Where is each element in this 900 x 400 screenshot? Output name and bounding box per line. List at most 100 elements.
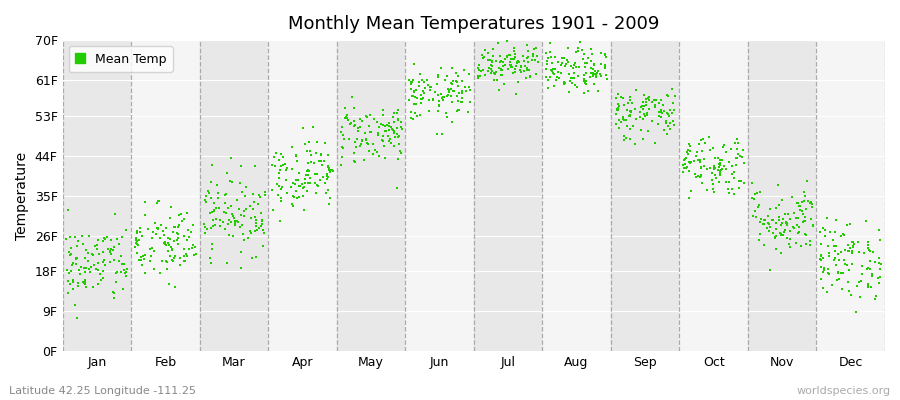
- Point: [410, 113, 425, 120]
- Point: [494, 71, 508, 78]
- Point: [209, 216, 223, 222]
- Point: [182, 246, 196, 252]
- Point: [714, 166, 728, 173]
- Point: [768, 235, 782, 242]
- Point: [248, 228, 262, 235]
- Point: [179, 251, 194, 257]
- Point: [803, 238, 817, 244]
- Bar: [131, 40, 200, 351]
- Point: [232, 206, 247, 212]
- Point: [285, 144, 300, 150]
- Point: [166, 255, 181, 261]
- Point: [436, 97, 450, 104]
- Point: [295, 185, 310, 192]
- Point: [806, 222, 820, 228]
- Point: [148, 248, 162, 254]
- Point: [324, 167, 338, 173]
- Point: [444, 86, 458, 92]
- Point: [815, 255, 830, 262]
- Point: [830, 276, 844, 283]
- Point: [408, 94, 422, 100]
- Point: [584, 70, 598, 76]
- Point: [79, 264, 94, 271]
- Point: [176, 216, 191, 222]
- Point: [582, 74, 597, 80]
- Point: [385, 126, 400, 132]
- Point: [226, 213, 240, 220]
- Point: [77, 269, 92, 276]
- Point: [63, 268, 77, 274]
- Point: [676, 169, 690, 175]
- Point: [627, 140, 642, 147]
- Point: [161, 242, 176, 248]
- Point: [363, 112, 377, 118]
- Point: [148, 219, 163, 226]
- Point: [798, 231, 813, 238]
- Point: [504, 56, 518, 62]
- Point: [732, 177, 746, 184]
- Point: [842, 267, 856, 273]
- Point: [334, 162, 348, 168]
- Point: [130, 238, 145, 244]
- Point: [520, 48, 535, 55]
- Point: [110, 236, 124, 242]
- Point: [598, 64, 612, 70]
- Point: [60, 266, 75, 273]
- Point: [274, 162, 288, 169]
- Point: [313, 158, 328, 164]
- Point: [104, 251, 118, 258]
- Point: [320, 174, 335, 180]
- Point: [491, 65, 506, 71]
- Point: [234, 265, 248, 272]
- Point: [320, 187, 335, 193]
- Point: [343, 120, 357, 127]
- Point: [509, 63, 524, 70]
- Point: [709, 175, 724, 182]
- Point: [796, 218, 811, 224]
- Point: [382, 122, 396, 129]
- Point: [70, 243, 85, 249]
- Point: [487, 70, 501, 76]
- Point: [771, 182, 786, 188]
- Point: [707, 165, 722, 172]
- Point: [539, 74, 554, 80]
- Point: [86, 284, 100, 291]
- Point: [558, 63, 572, 70]
- Point: [280, 164, 294, 171]
- Point: [730, 146, 744, 153]
- Point: [354, 140, 368, 147]
- Point: [347, 118, 362, 124]
- Point: [144, 252, 158, 259]
- Point: [268, 163, 283, 169]
- Point: [434, 65, 448, 71]
- Point: [461, 109, 475, 115]
- Point: [378, 155, 392, 161]
- Point: [634, 126, 648, 133]
- Point: [771, 216, 786, 223]
- Point: [657, 108, 671, 114]
- Point: [438, 110, 453, 116]
- Point: [452, 106, 466, 113]
- Point: [336, 132, 350, 139]
- Point: [828, 248, 842, 254]
- Point: [186, 242, 201, 248]
- Point: [180, 253, 194, 260]
- Point: [152, 198, 166, 205]
- Point: [257, 189, 272, 196]
- Point: [221, 232, 236, 238]
- Point: [440, 93, 454, 99]
- Point: [508, 51, 522, 58]
- Point: [420, 82, 435, 88]
- Point: [463, 99, 477, 106]
- Point: [783, 228, 797, 234]
- Point: [271, 192, 285, 198]
- Point: [247, 199, 261, 205]
- Point: [788, 214, 803, 221]
- Point: [594, 73, 608, 79]
- Bar: [543, 40, 611, 351]
- Point: [272, 183, 286, 189]
- Point: [779, 222, 794, 228]
- Point: [203, 178, 218, 185]
- Point: [409, 101, 423, 107]
- Point: [715, 166, 729, 172]
